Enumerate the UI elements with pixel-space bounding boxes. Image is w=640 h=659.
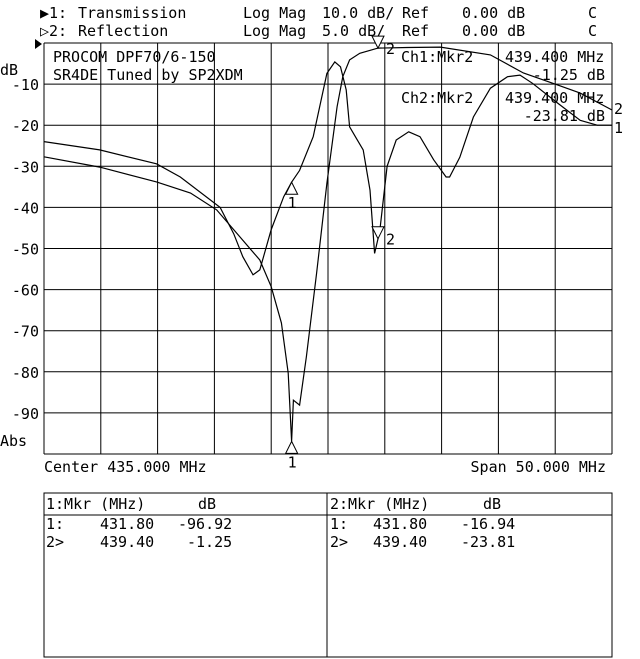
ch1-ref-label: Ref [402,4,429,22]
span-frequency: Span 50.000 MHz [471,458,606,476]
marker-triangle-icon [371,35,385,50]
graticule [43,42,613,455]
trace-end-label: 2 [614,100,623,118]
y-axis-abs-label: Abs [0,432,27,450]
device-title: PROCOM DPF70/6-150 [53,48,216,66]
y-axis-ticks: -10 -20 -30 -40 -50 -60 -70 -80 -90 [12,76,39,423]
trace-reflection [43,61,612,276]
ch1-format: Log Mag [243,4,306,22]
traces: 12 [43,46,623,442]
marker-triangle-icon [284,440,299,454]
ch1-table-title: 1:Mkr (MHz) [46,495,145,513]
ch2-ref: 0.00 dB [462,22,525,40]
ch2-ref-label: Ref [402,22,429,40]
ch2-marker-freq: 439.400 MHz [505,89,604,107]
marker-triangle-icon [371,226,385,240]
marker-1-reflection[interactable]: 1 [284,181,299,212]
center-frequency: Center 435.000 MHz [44,458,207,476]
markers: 1 2 1 2 [284,35,395,471]
y-tick-label: -80 [12,364,39,382]
marker-table: 1:Mkr (MHz) dB 1: 431.80 -96.92 2> 439.4… [43,492,613,658]
ch1-prefix: ▶1: [40,4,67,22]
y-tick-label: -50 [12,241,39,259]
ch1-row2-value: -1.25 [187,533,232,551]
ch2-row1-value: -16.94 [461,515,515,533]
reference-position-icon [35,39,42,49]
ch2-prefix: ▷2: [40,22,67,40]
ch2-marker-label: Ch2:Mkr2 [401,89,473,107]
ch1-row1-freq: 431.80 [100,515,154,533]
y-tick-label: -70 [12,323,39,341]
ch1-marker-label: Ch1:Mkr2 [401,48,473,66]
channel-2-header: ▷2: Reflection Log Mag 5.0 dB/ Ref 0.00 … [40,22,597,40]
ch1-name: Transmission [78,4,186,22]
ch2-row2-value: -23.81 [461,533,515,551]
marker-label: 2 [386,231,395,249]
ch2-row1-freq: 431.80 [373,515,427,533]
ch1-row2-freq: 439.40 [100,533,154,551]
ch1-row1-value: -96.92 [178,515,232,533]
marker-label: 1 [288,453,297,471]
ch1-marker-freq: 439.400 MHz [505,48,604,66]
ch2-format: Log Mag [243,22,306,40]
ch2-row2-freq: 439.40 [373,533,427,551]
marker-2-transmission[interactable]: 2 [371,35,395,58]
marker-label: 2 [386,40,395,58]
ch2-row1-id: 1: [330,515,348,533]
ch2-table-unit: dB [483,495,501,513]
ch1-marker-value: -1.25 dB [533,66,605,84]
y-tick-label: -20 [12,117,39,135]
marker-2-reflection[interactable]: 2 [371,226,395,249]
y-tick-label: -90 [12,405,39,423]
y-axis-label: dB [0,61,18,79]
ch2-marker-value: -23.81 dB [524,107,605,125]
ch2-scale: 5.0 dB/ [322,22,385,40]
ch2-row2-id: 2> [330,533,348,551]
marker-table-border [43,492,613,658]
marker-1-transmission[interactable]: 1 [284,440,299,471]
channel-1-header: ▶1: Transmission Log Mag 10.0 dB/ Ref 0.… [40,4,597,22]
trace-end-label: 1 [614,119,623,137]
ch1-flag: C [588,4,597,22]
marker-label: 1 [288,194,297,212]
ch1-row2-id: 2> [46,533,64,551]
y-tick-label: -10 [12,76,39,94]
ch1-table-unit: dB [198,495,216,513]
trace-transmission [43,46,613,442]
ch2-table-title: 2:Mkr (MHz) [330,495,429,513]
ch2-name: Reflection [78,22,168,40]
device-subtitle: SR4DE Tuned by SP2XDM [53,66,243,84]
marker-triangle-icon [284,181,299,195]
ch1-ref: 0.00 dB [462,4,525,22]
ch1-row1-id: 1: [46,515,64,533]
y-tick-label: -40 [12,199,39,217]
ch2-flag: C [588,22,597,40]
y-tick-label: -30 [12,158,39,176]
ch1-scale: 10.0 dB/ [322,4,394,22]
plot-annotation: PROCOM DPF70/6-150 SR4DE Tuned by SP2XDM… [53,48,605,125]
y-tick-label: -60 [12,282,39,300]
